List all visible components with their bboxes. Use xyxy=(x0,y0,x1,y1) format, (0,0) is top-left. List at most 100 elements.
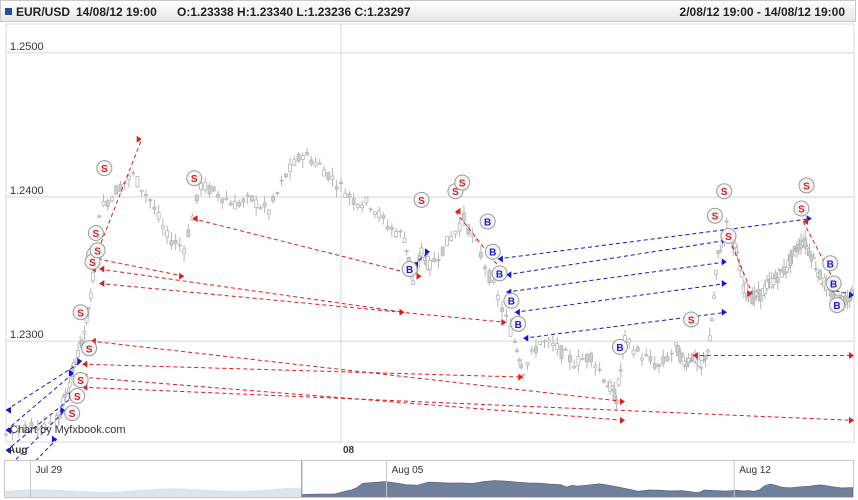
sell-close-arrow xyxy=(179,272,185,280)
price-chart[interactable]: SSSSSSSSSSSSSSSSSSSSBBBBBBBBBB 1.25001.2… xyxy=(0,22,858,460)
sell-open-arrow xyxy=(692,352,698,360)
sell-close-arrow xyxy=(136,135,142,143)
candle-body xyxy=(648,356,653,362)
candle-body xyxy=(818,269,822,280)
buy-marker-label: B xyxy=(489,248,496,259)
candle-body xyxy=(661,356,666,365)
candle-body xyxy=(432,258,437,263)
candle-body xyxy=(674,342,678,346)
candle-body xyxy=(97,215,102,218)
candle-body xyxy=(576,356,581,367)
candle-body xyxy=(23,424,27,434)
sell-marker xyxy=(720,227,737,244)
sell-marker xyxy=(64,405,81,422)
candle-body xyxy=(266,209,271,215)
candle-body xyxy=(288,164,292,172)
buy-close-arrow xyxy=(721,258,727,266)
candle-body xyxy=(652,362,657,369)
candle-body xyxy=(258,207,263,209)
candle-body xyxy=(703,354,708,360)
navigator-mask xyxy=(5,461,302,497)
candle-body xyxy=(487,270,492,284)
candle-body xyxy=(300,155,305,160)
sell-marker-label: S xyxy=(101,164,108,175)
candle-body xyxy=(616,378,621,386)
buy-open-arrow xyxy=(497,255,503,263)
buy-trade-line xyxy=(506,261,727,293)
buy-marker-label: B xyxy=(827,259,834,270)
candle-body xyxy=(699,366,704,369)
y-tick-label: 1.2400 xyxy=(10,185,44,197)
candle-body xyxy=(139,189,144,193)
candle-body xyxy=(718,250,723,253)
candle-body xyxy=(61,396,66,407)
candle-body xyxy=(491,280,496,284)
sell-marker-label: S xyxy=(798,204,805,215)
candle-body xyxy=(283,173,288,178)
candle-body xyxy=(483,266,488,270)
candle-body xyxy=(317,162,322,165)
buy-trade-line xyxy=(514,282,727,313)
sell-marker-label: S xyxy=(89,258,96,269)
candle-body xyxy=(417,254,422,262)
candle-body xyxy=(54,415,59,427)
candle-body xyxy=(555,343,560,351)
candle-body xyxy=(347,193,352,198)
candle-body xyxy=(782,266,786,275)
candle-body xyxy=(763,285,767,294)
candle-body xyxy=(559,345,564,359)
candle-body xyxy=(42,423,47,429)
candle-body xyxy=(449,235,454,241)
candle-body xyxy=(525,362,530,366)
candle-body xyxy=(601,379,606,383)
candle-body xyxy=(156,212,161,220)
candle-body xyxy=(385,225,390,230)
sell-close-arrow xyxy=(416,272,422,280)
candle-body xyxy=(101,201,106,206)
candle-body xyxy=(811,256,816,260)
candle-body xyxy=(381,214,386,219)
sell-marker-label: S xyxy=(459,179,466,190)
candle-body xyxy=(211,186,216,192)
candle-body xyxy=(453,230,458,235)
candle-body xyxy=(584,353,589,363)
candle-body xyxy=(241,198,246,203)
candle-body xyxy=(644,354,649,357)
candle-body xyxy=(91,272,95,282)
x-tick-label: Aug xyxy=(8,445,27,456)
trade-markers: SSSSSSSSSSSSSSSSSSSSBBBBBBBBBB xyxy=(64,160,846,422)
candle-body xyxy=(534,346,538,354)
candle-body xyxy=(597,368,602,371)
candle-body xyxy=(351,198,356,205)
chart-header: EUR/USD 14/08/12 19:00 O:1.23338 H:1.233… xyxy=(0,0,856,22)
candle-body xyxy=(701,359,706,362)
candle-body xyxy=(368,208,373,211)
candle-body xyxy=(118,184,123,192)
candle-body xyxy=(262,202,267,208)
candle-body xyxy=(76,350,80,358)
sell-marker-label: S xyxy=(77,376,84,387)
candle-body xyxy=(65,391,70,394)
sell-marker-label: S xyxy=(452,187,459,198)
candle-body xyxy=(775,276,780,283)
sell-trade-line xyxy=(82,376,626,421)
candle-body xyxy=(833,294,837,296)
range-navigator[interactable]: Jul 29 Aug 05 Aug 12 xyxy=(4,460,854,498)
candle-body xyxy=(63,394,68,398)
candle-body xyxy=(839,295,844,298)
candle-body xyxy=(305,152,309,156)
candle-body xyxy=(680,352,685,357)
sell-trade-line xyxy=(99,268,405,313)
sell-marker-label: S xyxy=(688,315,695,326)
candle-body xyxy=(724,220,729,223)
candle-body xyxy=(551,342,555,346)
candle-body xyxy=(529,349,534,352)
sell-close-arrow xyxy=(620,398,626,406)
candle-body xyxy=(144,194,148,196)
candle-body xyxy=(631,349,636,355)
candle-body xyxy=(67,382,72,388)
candle-body xyxy=(519,364,524,369)
sell-marker-label: S xyxy=(418,196,425,207)
sell-marker-label: S xyxy=(721,187,728,198)
candle-body xyxy=(743,282,748,294)
